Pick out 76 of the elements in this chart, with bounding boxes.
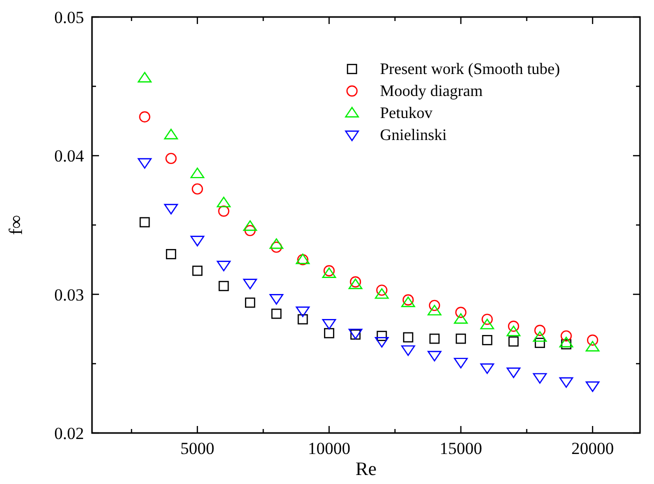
point: [138, 72, 152, 82]
point: [216, 260, 231, 272]
point: [243, 278, 257, 290]
point: [480, 318, 494, 330]
point: [192, 266, 202, 276]
point: [243, 220, 257, 231]
point: [216, 196, 231, 208]
point: [428, 300, 440, 312]
point: [244, 298, 256, 308]
point: [270, 242, 282, 253]
x-tick-label: 10000: [308, 439, 350, 458]
point: [428, 304, 442, 316]
point: [270, 294, 284, 305]
point: [192, 183, 203, 195]
point: [165, 152, 177, 164]
point: [298, 314, 308, 324]
point: [374, 337, 389, 348]
point: [534, 324, 546, 336]
point: [138, 158, 152, 169]
point: [532, 373, 547, 384]
x-axis-title: Re: [355, 459, 377, 480]
point: [401, 345, 416, 356]
point: [506, 368, 520, 378]
point: [324, 328, 334, 338]
point: [586, 340, 600, 352]
y-tick-label: 0.03: [54, 285, 84, 304]
point: [271, 308, 282, 319]
y-tick-label: 0.04: [54, 146, 84, 166]
point: [190, 236, 204, 246]
point: [270, 238, 284, 249]
point: [506, 326, 520, 336]
point: [374, 288, 389, 299]
y-axis-title: f∞: [6, 215, 27, 235]
point: [166, 249, 176, 260]
point: [140, 217, 150, 228]
point: [376, 330, 387, 342]
point: [428, 350, 442, 362]
point: [139, 111, 150, 122]
legend-label: Gnielinski: [380, 127, 448, 144]
point: [190, 168, 204, 178]
x-tick-label: 15000: [440, 439, 482, 458]
point: [532, 331, 547, 342]
point: [164, 128, 178, 140]
y-tick-label: 0.02: [54, 424, 84, 443]
point: [534, 338, 545, 348]
y-tick-label: 0.05: [54, 8, 84, 27]
point: [559, 377, 574, 388]
point: [455, 306, 466, 318]
point: [296, 306, 310, 318]
point: [322, 319, 336, 330]
point: [403, 332, 414, 342]
point: [586, 381, 600, 392]
point: [376, 284, 388, 296]
point: [586, 334, 598, 346]
point: [482, 314, 493, 325]
point: [508, 320, 520, 332]
point: [348, 278, 362, 290]
point: [164, 204, 178, 214]
point: [508, 336, 519, 347]
x-tick-label: 5000: [180, 439, 214, 458]
point: [218, 280, 229, 292]
point: [401, 296, 416, 308]
point: [456, 334, 466, 344]
point: [454, 313, 468, 324]
point: [454, 358, 468, 368]
point: [480, 363, 494, 374]
x-tick-label: 20000: [571, 439, 614, 458]
point: [559, 336, 574, 348]
point: [482, 334, 492, 346]
legend-label: Moody diagram: [380, 83, 484, 100]
legend-label: Petukov: [380, 105, 432, 122]
point: [560, 330, 572, 342]
legend-label: Present work (Smooth tube): [380, 61, 560, 78]
point: [218, 206, 230, 217]
point: [244, 224, 256, 236]
point: [429, 334, 440, 344]
